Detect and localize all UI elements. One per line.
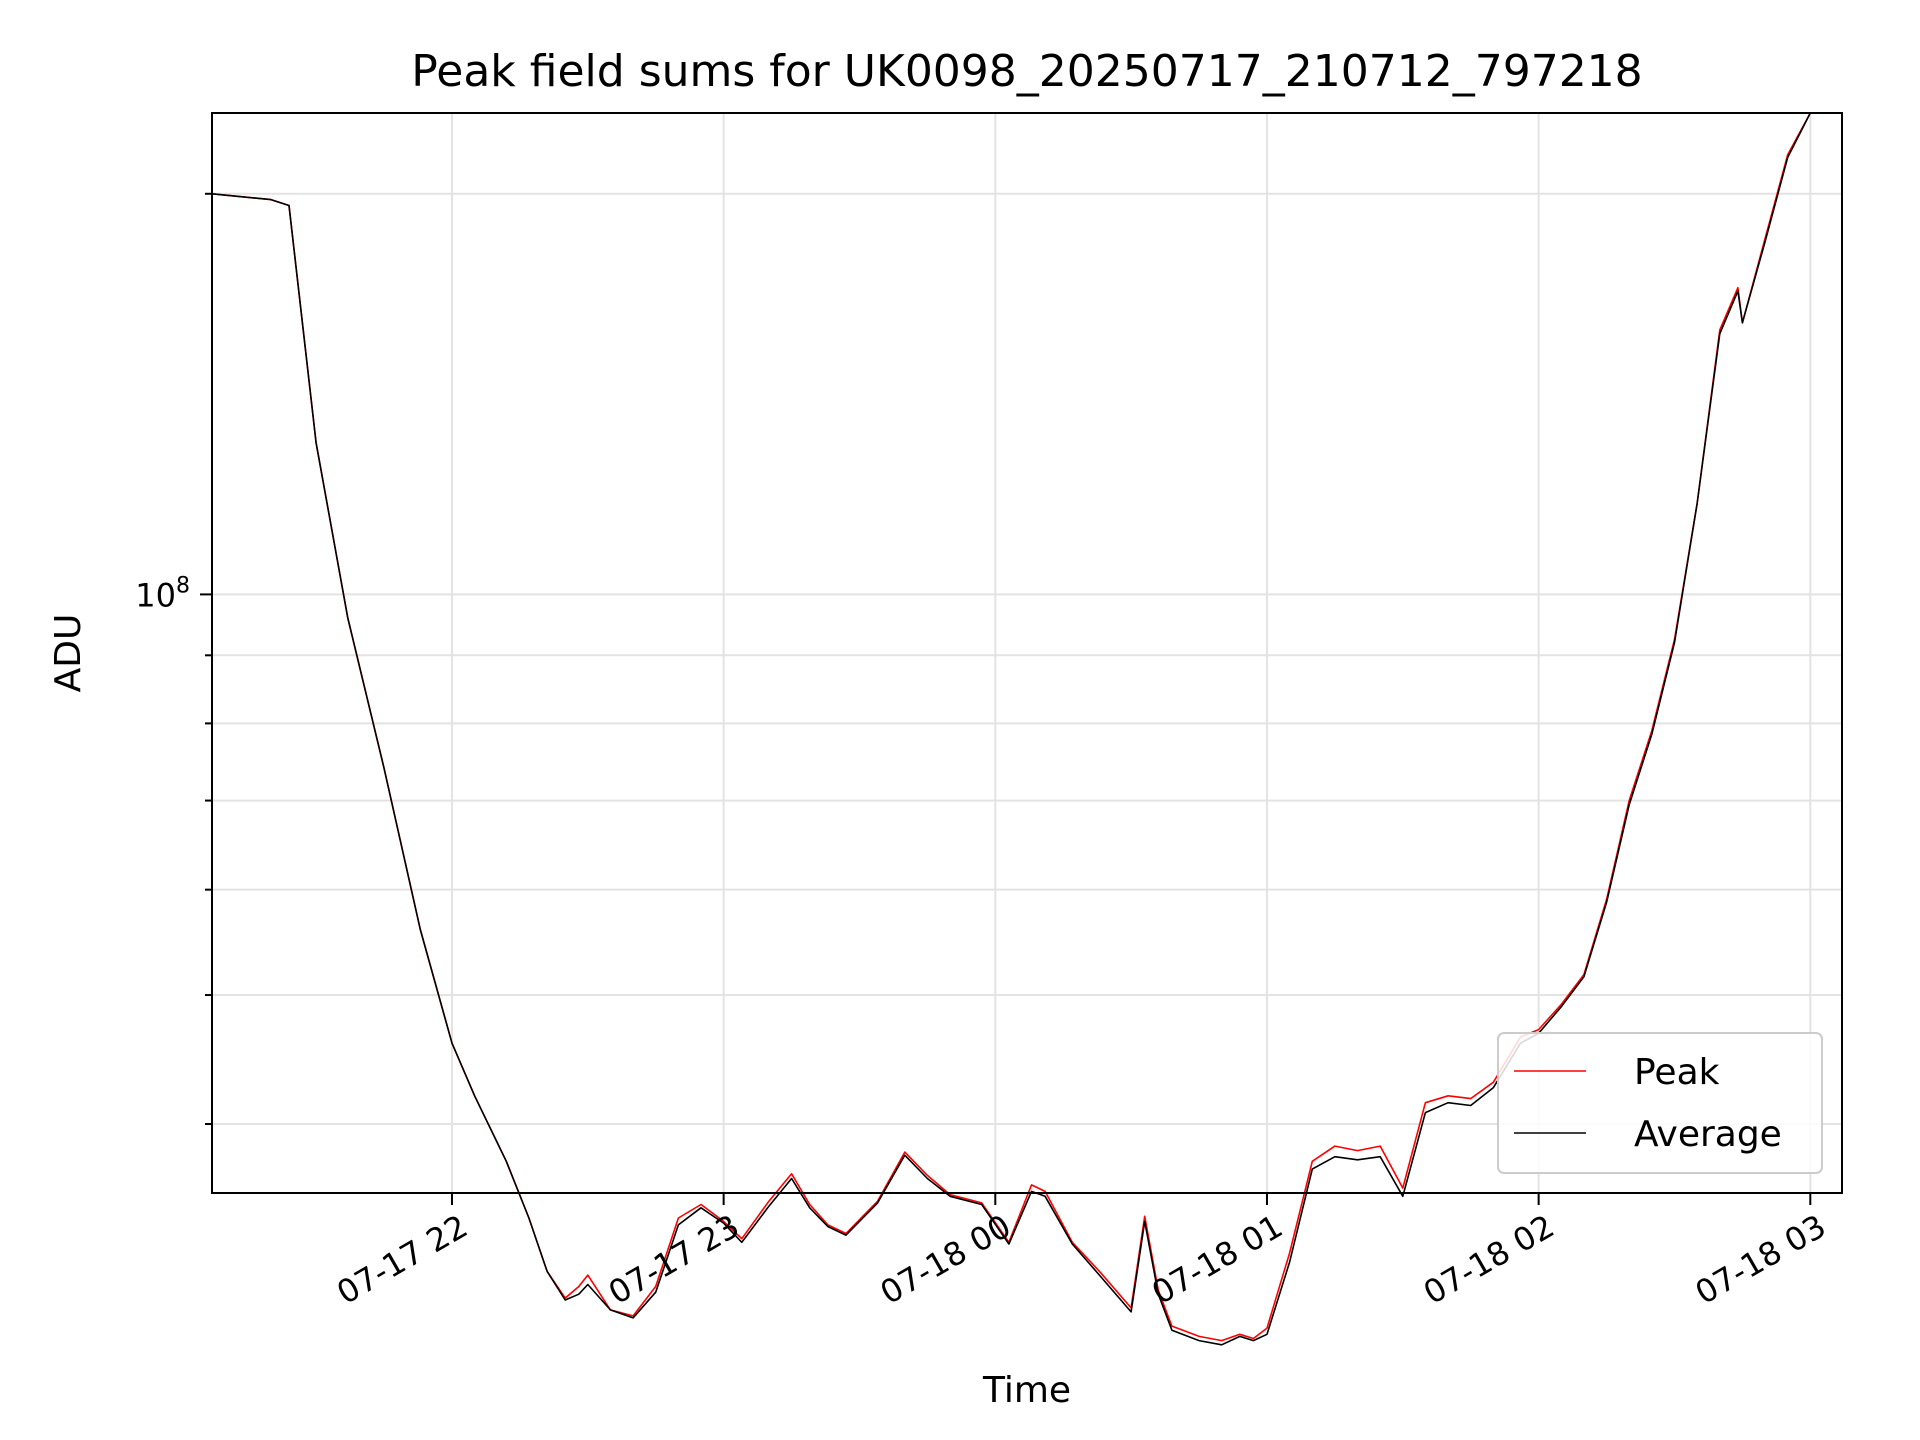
y-axis-label: ADU: [48, 614, 89, 693]
average-series-line: [211, 112, 1842, 1346]
grid: [212, 113, 1842, 1193]
legend-label-peak: Peak: [1634, 1052, 1720, 1093]
chart-title: Peak field sums for UK0098_20250717_2107…: [411, 46, 1642, 97]
legend-box: [1497, 1032, 1823, 1174]
legend: Peak Average: [1497, 1032, 1823, 1174]
plot-frame: [211, 112, 1843, 1194]
x-axis-label: Time: [982, 1370, 1071, 1411]
series-layer: [211, 112, 1842, 1346]
legend-label-average: Average: [1634, 1114, 1782, 1155]
y-tick-label: 108: [135, 573, 190, 614]
